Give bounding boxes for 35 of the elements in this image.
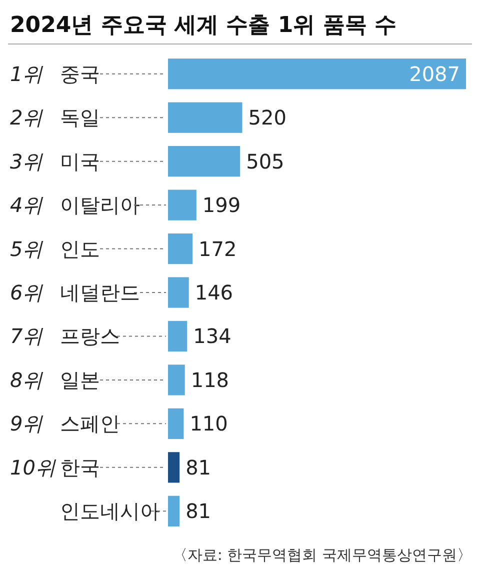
data-label: 172 bbox=[198, 236, 237, 261]
data-label: 146 bbox=[194, 280, 234, 304]
y-tick-label: 3위 미국 bbox=[10, 149, 100, 174]
data-label: 505 bbox=[246, 149, 284, 174]
y-tick-label: 4위 이탈리아 bbox=[10, 193, 140, 218]
bar bbox=[168, 408, 184, 439]
y-tick-label: 1위 중국 bbox=[10, 62, 100, 86]
data-label: 134 bbox=[193, 324, 232, 348]
data-label: 81 bbox=[186, 499, 212, 524]
bar bbox=[168, 364, 185, 396]
bar bbox=[168, 233, 193, 264]
y-tick-label: 8위 일본 bbox=[10, 368, 100, 392]
data-label: 81 bbox=[186, 455, 212, 480]
y-tick-label: 5위 인도 bbox=[10, 236, 100, 261]
text: 〈자료: 한국무역협회 국제무역통상연구원〉 bbox=[172, 546, 472, 564]
y-tick-label: 2위 독일 bbox=[10, 106, 100, 130]
bar bbox=[168, 277, 189, 308]
bar bbox=[168, 452, 180, 483]
y-tick-label: 10위 한국 bbox=[10, 455, 100, 480]
bar bbox=[168, 190, 196, 220]
bar bbox=[168, 58, 466, 90]
data-label: 199 bbox=[202, 193, 241, 218]
y-tick-label: 9위 스페인 bbox=[10, 412, 120, 436]
chart-title: 2024년 주요국 세계 수출 1위 품목 수 bbox=[10, 13, 396, 38]
bar bbox=[168, 496, 180, 526]
y-tick-label: 7위 프랑스 bbox=[10, 324, 120, 348]
y-tick-label: 인도네시아 bbox=[60, 499, 160, 524]
data-label: 520 bbox=[248, 106, 286, 130]
y-tick-label: 6위 네덜란드 bbox=[10, 280, 140, 304]
bar bbox=[168, 320, 188, 352]
data-label: 118 bbox=[190, 368, 230, 392]
data-label: 110 bbox=[190, 412, 228, 436]
bar bbox=[168, 146, 240, 177]
bar bbox=[168, 102, 242, 133]
data-label: 2087 bbox=[409, 62, 460, 86]
